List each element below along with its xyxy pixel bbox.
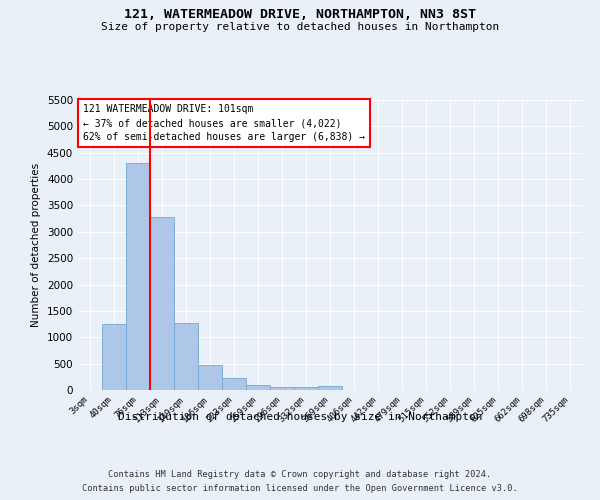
Bar	[222, 378, 246, 390]
Text: Contains HM Land Registry data © Crown copyright and database right 2024.: Contains HM Land Registry data © Crown c…	[109, 470, 491, 479]
Bar	[150, 216, 174, 390]
Text: Distribution of detached houses by size in Northampton: Distribution of detached houses by size …	[118, 412, 482, 422]
Y-axis label: Number of detached properties: Number of detached properties	[31, 163, 41, 327]
Bar	[294, 387, 318, 390]
Bar	[126, 164, 150, 390]
Bar	[246, 384, 270, 390]
Bar	[174, 322, 198, 390]
Bar	[270, 386, 294, 390]
Text: Size of property relative to detached houses in Northampton: Size of property relative to detached ho…	[101, 22, 499, 32]
Bar	[318, 386, 342, 390]
Bar	[198, 364, 222, 390]
Text: 121, WATERMEADOW DRIVE, NORTHAMPTON, NN3 8ST: 121, WATERMEADOW DRIVE, NORTHAMPTON, NN3…	[124, 8, 476, 20]
Text: 121 WATERMEADOW DRIVE: 101sqm
← 37% of detached houses are smaller (4,022)
62% o: 121 WATERMEADOW DRIVE: 101sqm ← 37% of d…	[83, 104, 365, 142]
Text: Contains public sector information licensed under the Open Government Licence v3: Contains public sector information licen…	[82, 484, 518, 493]
Bar	[102, 324, 126, 390]
